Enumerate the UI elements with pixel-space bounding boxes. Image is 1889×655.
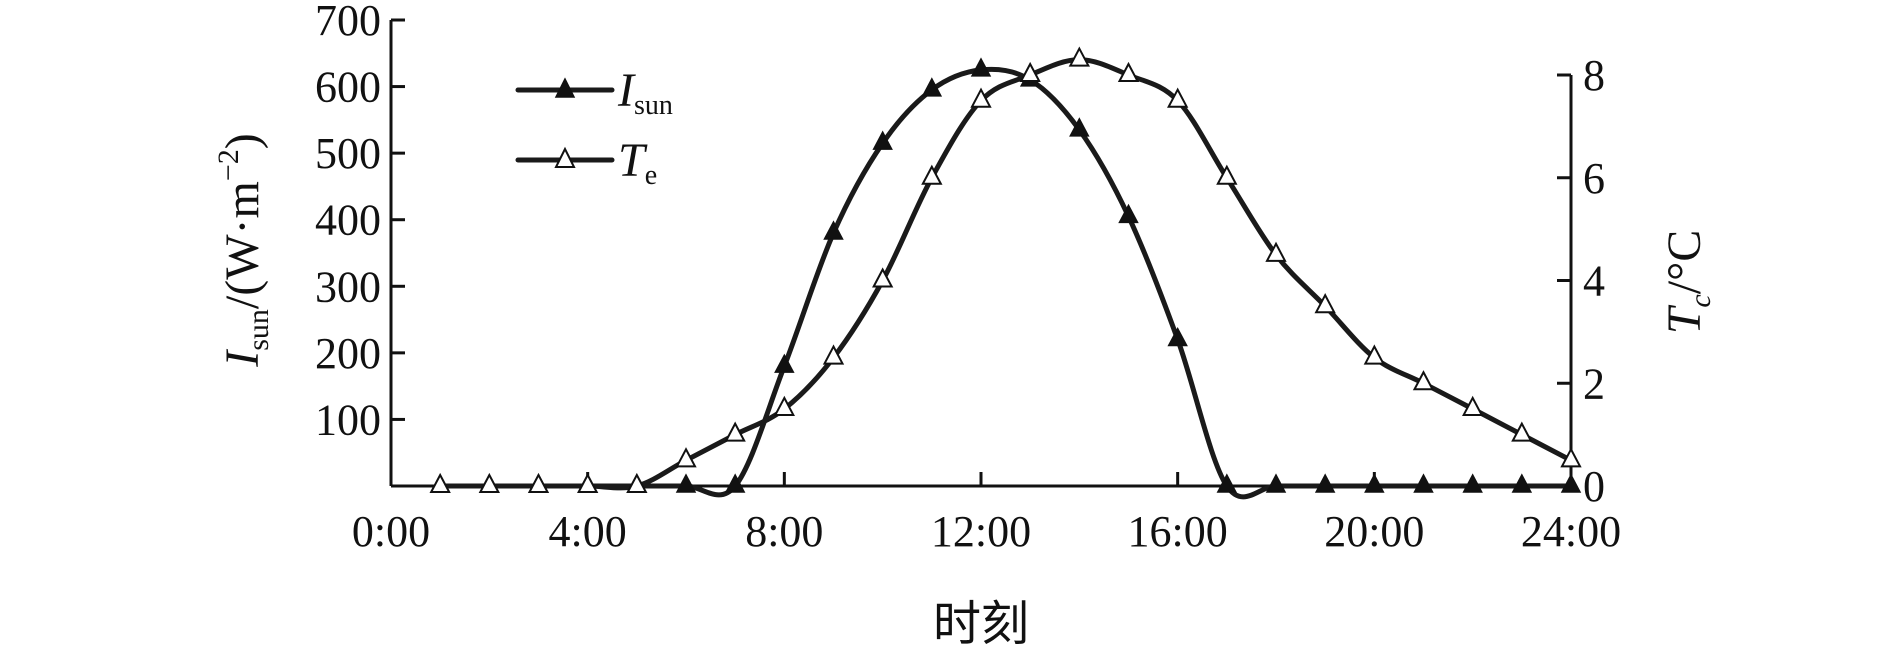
data-point-te: [1363, 344, 1385, 365]
right-y-tick-label: 0: [1583, 462, 1605, 511]
data-point-isun: [921, 77, 943, 97]
left-y-title-close: ): [216, 133, 269, 149]
data-point-isun: [823, 220, 844, 240]
left-y-tick-label: 700: [315, 0, 381, 45]
legend: Isun Te: [515, 64, 673, 191]
data-point-te: [773, 395, 795, 416]
legend-marker-te: [554, 146, 576, 168]
data-point-te: [1511, 421, 1533, 442]
data-point-te: [822, 344, 845, 365]
data-point-te: [1412, 370, 1435, 391]
right-y-title-unit: /°C: [1658, 230, 1711, 295]
series-layer: [429, 46, 1582, 500]
x-tick-label: 24:00: [1521, 507, 1621, 556]
data-point-isun: [724, 473, 746, 493]
data-point-te: [921, 164, 943, 185]
right-y-title-sub: c: [1684, 294, 1717, 307]
left-y-tick-label: 200: [315, 329, 381, 378]
data-point-isun: [1069, 117, 1090, 137]
x-tick-label: 12:00: [931, 507, 1031, 556]
right-y-tick-label: 4: [1583, 257, 1605, 306]
data-point-te: [1019, 61, 1041, 82]
data-point-isun: [1560, 473, 1582, 493]
data-point-isun: [1167, 326, 1188, 347]
data-point-te: [1167, 87, 1189, 108]
legend-label-isun: Isun: [617, 64, 673, 121]
series-te: [429, 46, 1582, 493]
left-y-tick-label: 300: [315, 262, 381, 311]
right-y-tick-label: 6: [1583, 154, 1605, 203]
legend-isun-main: I: [617, 64, 636, 117]
data-point-te: [724, 421, 746, 442]
x-tick-label: 20:00: [1324, 507, 1424, 556]
series-line: [437, 66, 1574, 500]
data-point-te: [1216, 164, 1238, 185]
data-point-isun: [1314, 473, 1336, 493]
left-y-tick-label: 500: [315, 129, 381, 178]
data-point-te: [429, 472, 451, 493]
data-point-te: [872, 267, 894, 288]
right-y-axis-title: Tc/°C: [1658, 230, 1717, 335]
right-y-tick-label: 2: [1583, 359, 1605, 408]
data-point-te: [478, 472, 500, 493]
left-y-tick-label: 400: [315, 196, 381, 245]
left-y-axis-title: Isun/(W·m−2): [212, 133, 275, 368]
right-y-ticks: 0 2 4 6 8: [1557, 51, 1605, 511]
legend-label-te: Te: [618, 134, 657, 191]
right-y-tick-label: 8: [1583, 51, 1605, 100]
x-ticks: 0:00 4:00 8:00 12:00 16:00 20:00 24:00: [352, 472, 1621, 556]
x-tick-label: 0:00: [352, 507, 430, 556]
data-point-te: [1117, 61, 1140, 82]
data-point-te: [1265, 241, 1287, 262]
left-y-ticks: 100 200 300 400 500 600 700: [315, 0, 405, 444]
data-point-te: [577, 472, 599, 493]
data-point-te: [1462, 395, 1484, 416]
left-y-title-main: I: [216, 349, 269, 368]
data-point-te: [970, 87, 992, 108]
x-axis-title: 时刻: [933, 598, 1029, 651]
data-point-te: [675, 447, 697, 468]
data-point-isun: [774, 353, 795, 373]
data-point-isun: [1462, 473, 1483, 493]
left-y-tick-label: 600: [315, 63, 381, 112]
series-isun: [429, 57, 1582, 500]
left-y-tick-label: 100: [315, 395, 381, 444]
data-point-te: [1314, 293, 1336, 314]
data-point-isun: [970, 57, 992, 77]
right-y-title-main: T: [1658, 304, 1711, 334]
left-y-title-sup: −2: [212, 149, 245, 181]
x-tick-label: 8:00: [745, 507, 823, 556]
legend-te-sub: e: [645, 160, 657, 191]
left-y-title-sub: sun: [242, 309, 275, 351]
legend-isun-sub: sun: [634, 90, 673, 121]
x-tick-label: 16:00: [1128, 507, 1228, 556]
data-point-te: [527, 472, 550, 493]
legend-te-main: T: [618, 134, 648, 187]
x-tick-label: 4:00: [549, 507, 627, 556]
data-point-isun: [675, 473, 697, 493]
data-point-isun: [872, 130, 893, 150]
data-point-isun: [1118, 203, 1139, 224]
data-point-te: [1560, 447, 1582, 468]
data-point-isun: [1265, 473, 1287, 493]
left-y-title-unit: /(W·m: [216, 181, 269, 309]
series-line: [437, 57, 1574, 491]
data-point-isun: [1364, 473, 1385, 493]
data-point-isun: [1413, 473, 1434, 493]
data-point-te: [1068, 46, 1090, 67]
data-point-isun: [1216, 473, 1238, 493]
data-point-isun: [1511, 473, 1533, 493]
data-point-te: [626, 472, 648, 493]
legend-marker-isun: [554, 77, 576, 98]
